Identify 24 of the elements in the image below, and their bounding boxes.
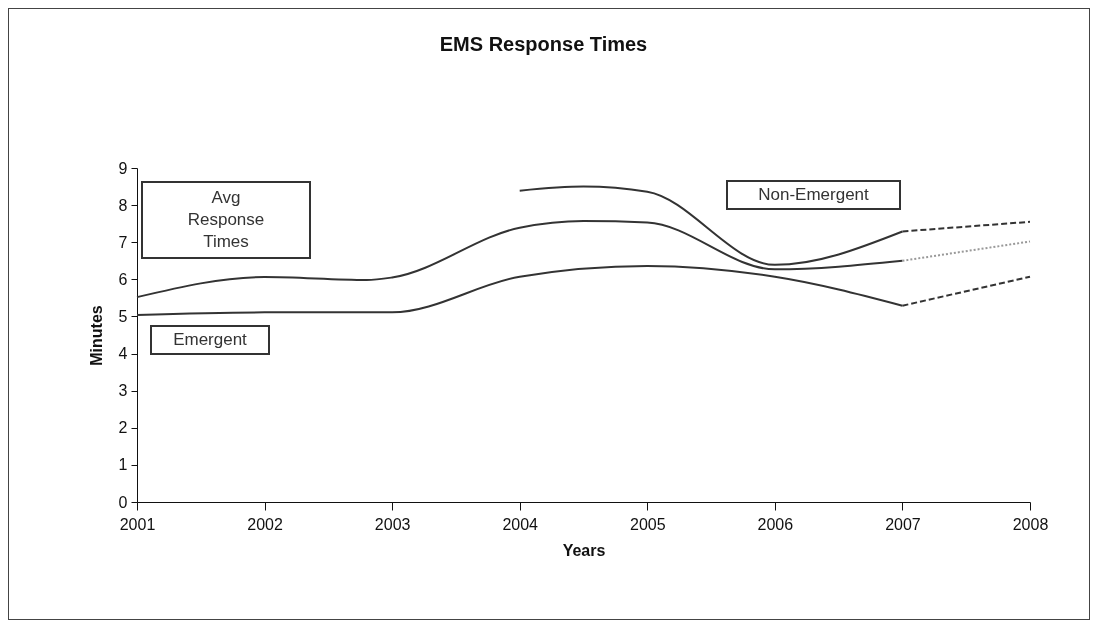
series-label: Avg Response Times (141, 181, 311, 259)
x-tick-label: 2005 (629, 515, 666, 533)
x-tick-label: 2006 (757, 515, 794, 533)
y-tick-label: 7 (118, 233, 128, 251)
y-tick-label: 0 (118, 493, 128, 511)
x-tick-label: 2008 (1012, 515, 1049, 533)
x-tick-label: 2003 (374, 515, 411, 533)
y-tick-label: 9 (118, 159, 128, 177)
y-tick-label: 2 (118, 419, 128, 437)
y-tick-label: 6 (118, 270, 128, 288)
x-tick-label: 2002 (247, 515, 283, 533)
y-tick-label: 5 (118, 307, 128, 325)
x-tick-label: 2001 (119, 515, 156, 533)
y-tick-label: 1 (118, 456, 128, 474)
y-tick-label: 4 (118, 345, 128, 363)
x-axis-title: Years (562, 541, 606, 559)
y-axis-title: Minutes (87, 305, 105, 366)
x-tick-label: 2004 (502, 515, 539, 533)
y-tick-label: 3 (118, 382, 128, 400)
y-tick-label: 8 (118, 196, 128, 214)
series-label: Emergent (150, 325, 270, 355)
text: Non-Emergent (726, 180, 901, 210)
x-tick-label: 2007 (885, 515, 921, 533)
chart-title: EMS Response Times (439, 33, 648, 55)
